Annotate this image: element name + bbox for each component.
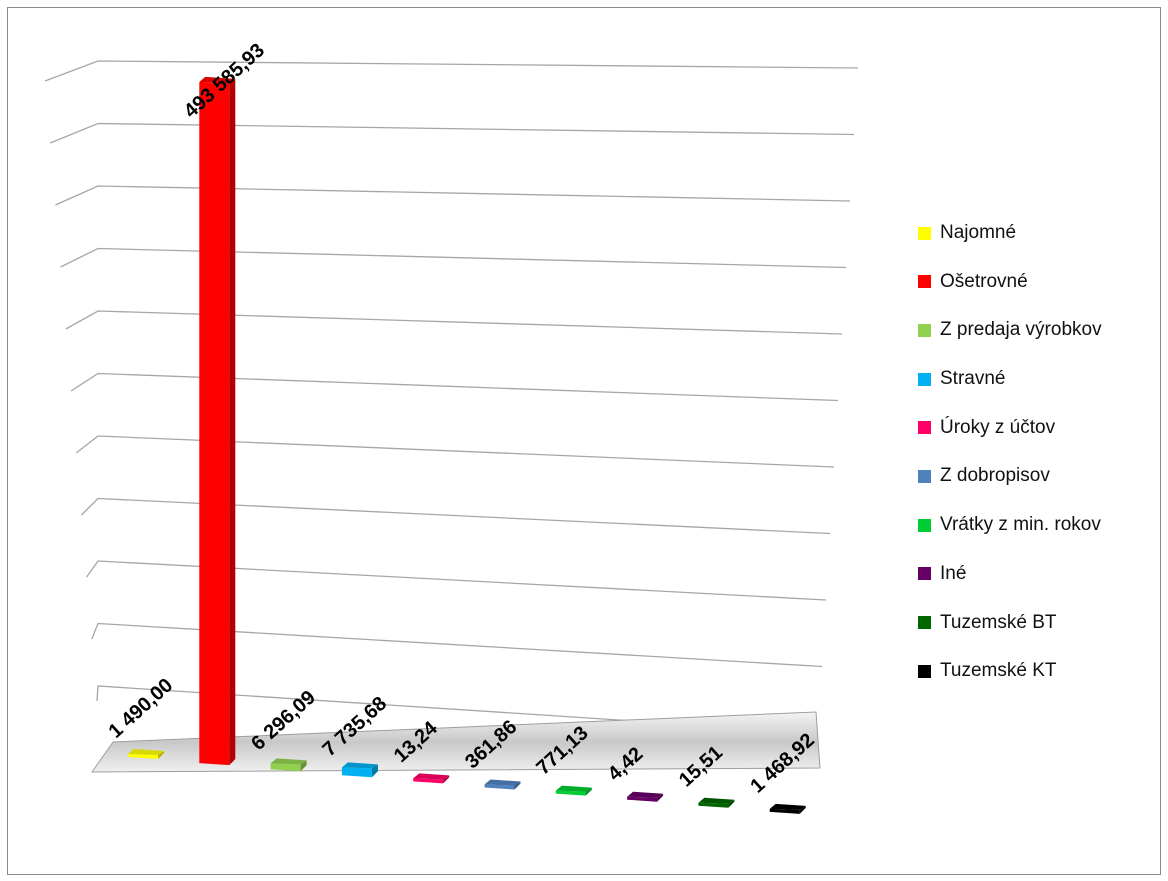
legend-swatch <box>918 469 931 483</box>
legend-label: Iné <box>940 562 967 584</box>
legend-label: Tuzemské BT <box>940 611 1057 633</box>
legend-label: Vrátky z min. rokov <box>940 514 1101 536</box>
bar-side <box>657 793 664 802</box>
legend-label: Úroky z účtov <box>940 416 1056 438</box>
bar-side <box>728 799 735 808</box>
bar-3 <box>270 758 307 772</box>
legend-swatch <box>918 518 931 532</box>
bar-top <box>698 797 735 804</box>
bar-top <box>627 791 664 798</box>
legend-swatch <box>918 372 931 386</box>
legend-swatch <box>918 323 931 337</box>
bar-front <box>341 767 372 778</box>
bar-5 <box>413 773 450 784</box>
chart-floor <box>91 711 821 773</box>
legend-item: Tuzemské BT <box>918 611 1102 635</box>
bar-side <box>585 787 592 796</box>
legend-item: Vrátky z min. rokov <box>918 513 1102 537</box>
gridline <box>70 372 839 402</box>
legend-item: Tuzemské KT <box>918 659 1102 683</box>
bar-side <box>229 78 236 766</box>
gridline <box>91 622 823 668</box>
bar-front <box>270 763 301 772</box>
bar-top <box>128 749 164 755</box>
bar-side <box>300 760 307 772</box>
bar-front <box>555 790 586 796</box>
legend: Najomné Ošetrovné Z predaja výrobkov Stravn… <box>918 221 1102 708</box>
legend-swatch <box>918 421 931 435</box>
bar-front <box>128 754 158 759</box>
bar-front <box>698 802 729 808</box>
legend-label: Najomné <box>940 222 1017 243</box>
bar-1 <box>128 749 164 759</box>
legend-swatch <box>918 226 931 240</box>
legend-label: Stravné <box>940 368 1006 390</box>
bar-top <box>413 773 450 780</box>
gridline <box>55 185 851 206</box>
legend-label: Tuzemské KT <box>940 660 1057 682</box>
legend-item: Stravné <box>918 367 1102 391</box>
bar-8 <box>627 791 664 802</box>
bar-front <box>769 808 800 814</box>
bar-side <box>514 781 521 790</box>
gridline <box>65 310 843 335</box>
legend-swatch <box>918 616 931 629</box>
gridline <box>96 685 819 734</box>
bar-4 <box>341 762 378 778</box>
legend-label: Z dobropisov <box>940 465 1050 487</box>
bar-side <box>443 775 450 784</box>
gridline <box>49 122 855 144</box>
legend-label: Z predaja výrobkov <box>940 319 1102 341</box>
legend-swatch <box>918 664 931 678</box>
bar-side <box>799 805 806 814</box>
gridline <box>86 560 827 601</box>
gridline <box>44 60 859 82</box>
bar-6 <box>484 779 521 790</box>
bar-front <box>413 778 444 784</box>
legend-item: Iné <box>918 562 1102 586</box>
bar-10 <box>769 803 806 814</box>
bar-9 <box>698 797 735 808</box>
bar-2 <box>199 76 236 766</box>
bar-top <box>199 76 236 83</box>
gridline <box>60 247 847 269</box>
legend-item: Z predaja výrobkov <box>918 318 1102 342</box>
bar-front <box>199 81 230 766</box>
bars <box>128 76 806 814</box>
bar-top <box>270 758 307 765</box>
gridline <box>80 497 831 535</box>
bar-side <box>371 764 378 778</box>
legend-label: Ošetrovné <box>940 270 1028 292</box>
legend-item: Z dobropisov <box>918 464 1102 488</box>
data-label-1: 1 490,00 <box>105 674 178 742</box>
bar-front <box>627 796 658 802</box>
bar-top <box>484 779 521 786</box>
floor-plane <box>91 711 821 773</box>
legend-swatch <box>918 275 931 289</box>
legend-item: Ošetrovné <box>918 270 1102 294</box>
bar-front <box>484 784 515 790</box>
legend-item: Najomné <box>918 221 1102 245</box>
legend-item: Úroky z účtov <box>918 416 1102 440</box>
bar-side <box>158 751 164 759</box>
bar-top <box>555 785 592 792</box>
gridlines <box>44 60 859 734</box>
legend-swatch <box>918 567 931 581</box>
gridline <box>75 435 835 468</box>
bar-top <box>341 762 378 769</box>
bar-top <box>769 803 806 810</box>
bar-7 <box>555 785 592 796</box>
